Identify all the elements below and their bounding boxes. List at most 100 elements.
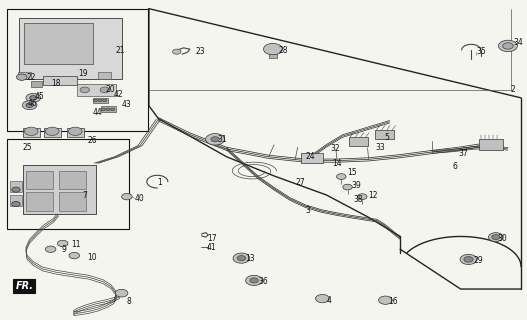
Text: 13: 13 xyxy=(245,254,255,263)
Circle shape xyxy=(172,49,181,54)
Text: 5: 5 xyxy=(384,133,389,142)
Text: 27: 27 xyxy=(295,178,305,187)
Circle shape xyxy=(115,289,128,297)
Bar xyxy=(10,195,22,206)
Text: 23: 23 xyxy=(195,47,205,56)
Bar xyxy=(7,9,148,131)
Circle shape xyxy=(106,108,110,111)
Bar xyxy=(479,139,503,150)
Text: 46: 46 xyxy=(28,100,38,108)
Circle shape xyxy=(22,101,37,110)
Circle shape xyxy=(12,187,20,192)
Circle shape xyxy=(45,246,56,252)
Text: 33: 33 xyxy=(375,143,385,152)
Circle shape xyxy=(499,40,518,52)
Text: 11: 11 xyxy=(72,240,81,249)
Bar xyxy=(23,128,40,137)
Text: 1: 1 xyxy=(158,178,162,187)
Circle shape xyxy=(26,103,33,108)
Text: 9: 9 xyxy=(61,245,66,254)
Bar xyxy=(93,98,109,103)
Text: 42: 42 xyxy=(114,90,123,99)
Circle shape xyxy=(316,294,329,303)
Text: 38: 38 xyxy=(354,195,364,204)
Circle shape xyxy=(69,252,80,259)
Text: 12: 12 xyxy=(368,190,378,200)
Circle shape xyxy=(103,99,107,102)
Bar xyxy=(58,193,86,211)
Circle shape xyxy=(264,44,282,55)
Text: 30: 30 xyxy=(497,234,507,243)
Text: 29: 29 xyxy=(474,256,483,265)
Circle shape xyxy=(233,253,250,263)
Text: 34: 34 xyxy=(513,38,523,47)
Text: FR.: FR. xyxy=(15,281,33,291)
Circle shape xyxy=(69,127,82,135)
Text: 36: 36 xyxy=(258,276,268,285)
Text: 44: 44 xyxy=(93,108,102,117)
Text: 4: 4 xyxy=(327,296,331,305)
Circle shape xyxy=(12,201,20,206)
Text: 2: 2 xyxy=(511,85,515,94)
Text: 21: 21 xyxy=(115,45,125,55)
Text: 8: 8 xyxy=(127,297,132,306)
Circle shape xyxy=(122,194,132,200)
Bar xyxy=(10,181,22,192)
Text: 3: 3 xyxy=(306,206,310,215)
Circle shape xyxy=(358,194,367,199)
Text: 19: 19 xyxy=(79,69,88,78)
Text: 24: 24 xyxy=(306,152,315,161)
Bar xyxy=(23,165,96,214)
Circle shape xyxy=(98,99,102,102)
Bar xyxy=(98,72,111,79)
Bar xyxy=(26,193,53,211)
Text: 45: 45 xyxy=(35,92,45,101)
Bar xyxy=(43,76,77,85)
Circle shape xyxy=(464,257,473,262)
Text: 26: 26 xyxy=(87,136,97,145)
Circle shape xyxy=(489,233,503,242)
Circle shape xyxy=(57,240,68,247)
Text: 22: 22 xyxy=(27,73,36,82)
Circle shape xyxy=(80,87,90,93)
Text: 18: 18 xyxy=(51,79,61,88)
Circle shape xyxy=(460,254,477,265)
Text: 14: 14 xyxy=(332,159,341,168)
Bar xyxy=(7,139,129,228)
Circle shape xyxy=(378,296,392,304)
Bar xyxy=(31,81,42,87)
Bar xyxy=(301,153,324,163)
Bar xyxy=(19,18,122,79)
Text: 28: 28 xyxy=(278,45,288,55)
Circle shape xyxy=(250,278,258,283)
Circle shape xyxy=(503,43,513,49)
Circle shape xyxy=(16,74,27,80)
Text: 43: 43 xyxy=(122,100,131,109)
Circle shape xyxy=(100,87,110,93)
Text: 10: 10 xyxy=(87,253,97,262)
Bar xyxy=(269,53,277,58)
Text: 40: 40 xyxy=(135,194,144,203)
Text: 32: 32 xyxy=(331,144,340,153)
Text: 7: 7 xyxy=(82,190,87,200)
Text: 20: 20 xyxy=(106,85,115,94)
Circle shape xyxy=(237,256,246,261)
Bar xyxy=(26,171,53,189)
Text: 37: 37 xyxy=(458,149,468,158)
Bar xyxy=(67,128,84,137)
Bar xyxy=(77,84,116,96)
Text: 15: 15 xyxy=(348,168,357,177)
Text: 41: 41 xyxy=(207,243,217,252)
Text: 31: 31 xyxy=(217,135,227,144)
Circle shape xyxy=(30,96,37,100)
Text: 39: 39 xyxy=(352,181,362,190)
Bar xyxy=(101,107,116,112)
Bar xyxy=(349,137,367,146)
Circle shape xyxy=(206,133,225,145)
Bar xyxy=(58,171,86,189)
Text: 35: 35 xyxy=(476,47,486,56)
Bar xyxy=(44,128,61,137)
Circle shape xyxy=(111,108,115,111)
Circle shape xyxy=(26,93,41,102)
Circle shape xyxy=(211,137,219,142)
